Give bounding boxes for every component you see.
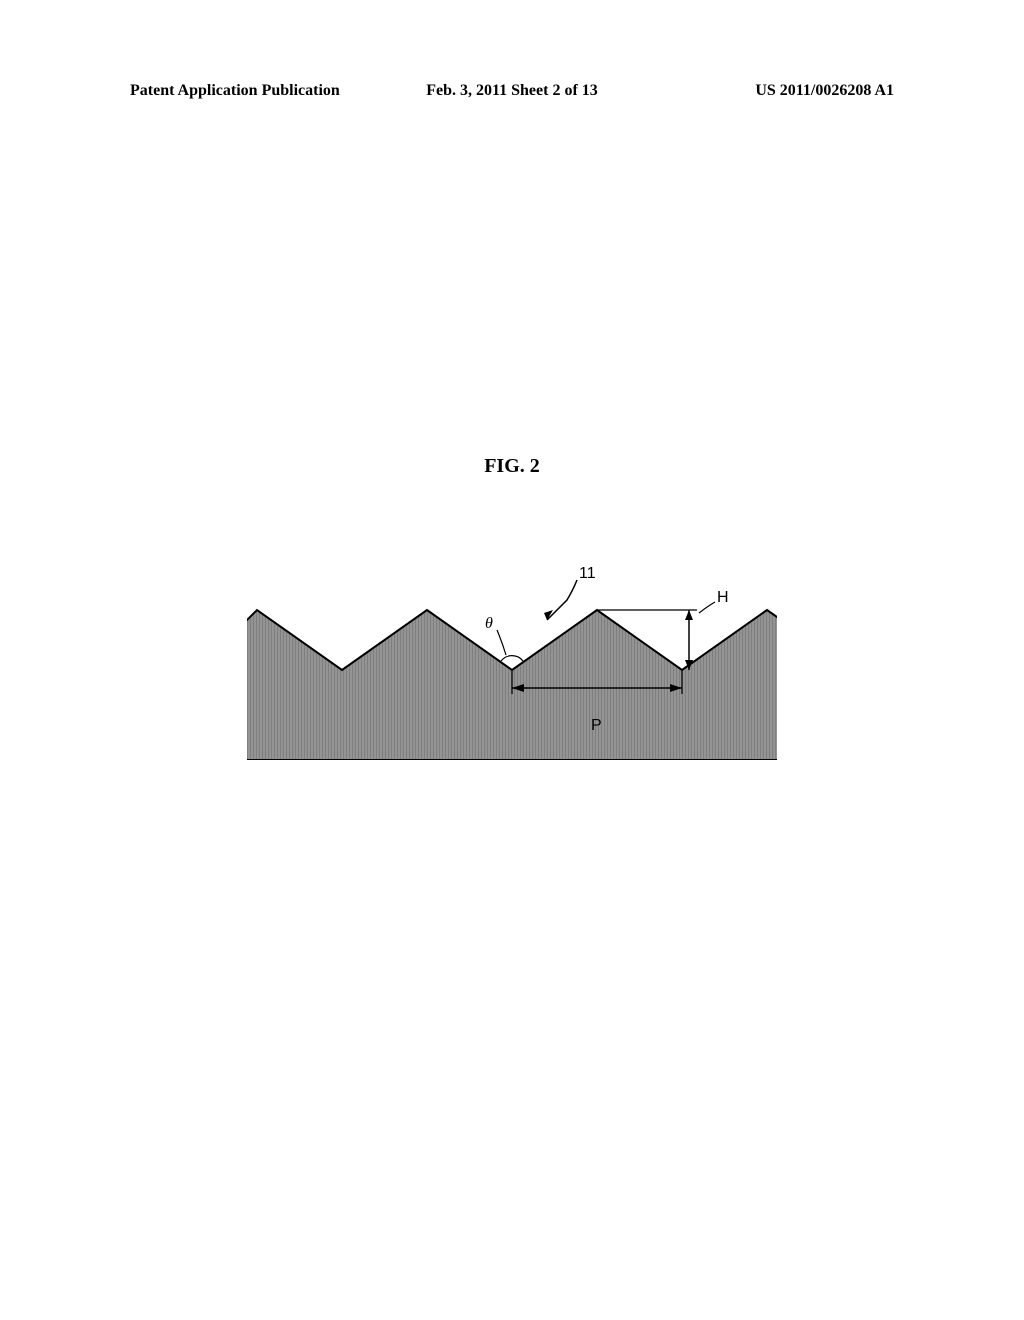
figure-caption: FIG. 2 xyxy=(484,455,540,478)
page-header: Patent Application Publication Feb. 3, 2… xyxy=(0,82,1024,100)
label-height: H xyxy=(717,589,729,606)
theta-leader xyxy=(497,630,506,655)
theta-arc xyxy=(501,656,523,661)
label-theta: θ xyxy=(485,615,493,632)
figure-container: 11 θ H P xyxy=(247,560,777,760)
label-pitch: P xyxy=(591,717,602,734)
header-publication-type: Patent Application Publication xyxy=(130,82,385,100)
figure-svg: 11 θ H P xyxy=(247,560,777,760)
header-date-sheet: Feb. 3, 2011 Sheet 2 of 13 xyxy=(385,82,640,100)
header-application-number: US 2011/0026208 A1 xyxy=(639,82,894,100)
height-leader xyxy=(699,602,715,613)
ref-11-leader xyxy=(547,580,577,620)
height-arrow-top xyxy=(685,610,693,620)
label-ref-11: 11 xyxy=(579,565,596,582)
